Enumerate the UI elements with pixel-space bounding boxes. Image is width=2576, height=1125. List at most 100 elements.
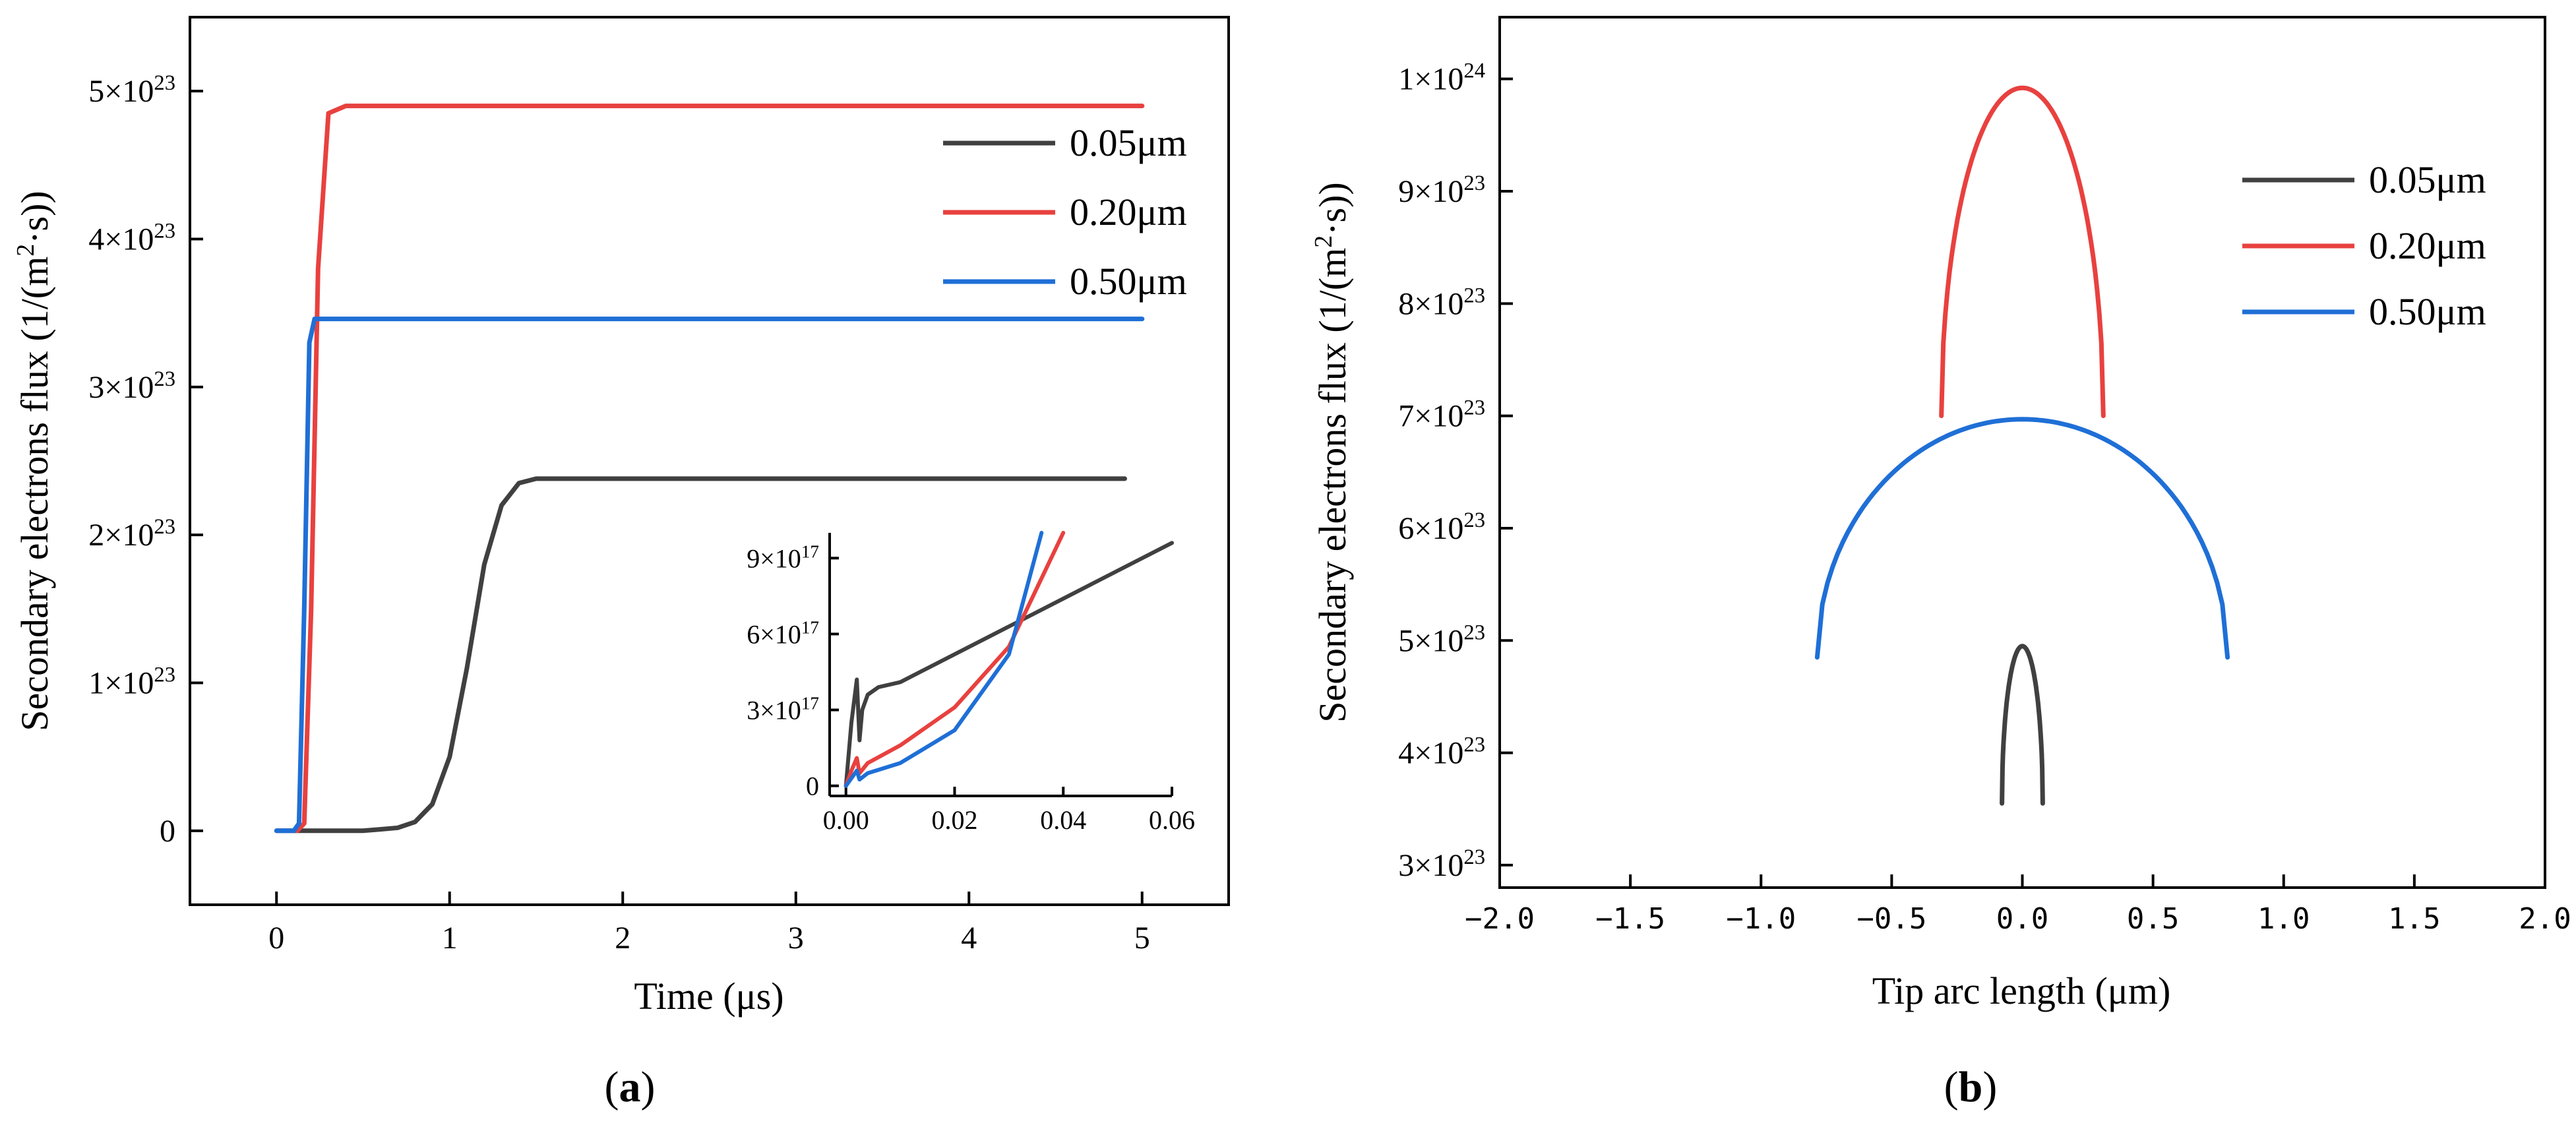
x-tick-label: −1.0: [1726, 902, 1796, 936]
inset-y-tick-label: 6×1017: [747, 617, 819, 649]
legend-label-0.50: 0.50μm: [2369, 290, 2486, 333]
panel-b-series-group: [1814, 85, 2230, 806]
y-tick-label-exponent: 23: [1463, 621, 1485, 644]
y-tick-label-exponent: 23: [1463, 733, 1485, 757]
y-tick-label-mantissa: 4×10: [1398, 736, 1463, 771]
y-tick-label-mantissa: 5×10: [88, 74, 154, 109]
inset-y-tick-label-mantissa: 9×10: [747, 543, 801, 573]
y-tick-label-exponent: 23: [1463, 845, 1485, 869]
panel-a-plot-frame: [189, 16, 1230, 906]
y-tick-label-mantissa: 7×10: [1398, 399, 1463, 434]
y-tick-label-mantissa: 4×10: [88, 222, 154, 257]
panel-b-x-axis-title: Tip arc length (μm): [1872, 969, 2171, 1012]
x-tick-label: 1: [442, 921, 458, 956]
x-tick-label: 0: [268, 921, 284, 956]
inset-y-tick-label-exponent: 17: [801, 694, 819, 714]
panel-b-chart: −2.0 −1.5 −1.0 −0.5 0.0 0.5 1.0 1.5 2.03×10234×1…: [1310, 16, 2571, 1111]
inset-x-tick-label: 0.06: [1149, 805, 1195, 835]
legend-label-0.20: 0.20μm: [1070, 191, 1187, 233]
inset-y-tick-label-mantissa: 3×10: [747, 696, 801, 725]
series-line-0.20: [295, 104, 1145, 834]
inset-y-tick-label: 3×1017: [747, 694, 819, 725]
x-tick-label: 0.5: [2127, 902, 2179, 936]
y-tick-label-mantissa: 8×10: [1398, 286, 1463, 321]
y-tick-label-exponent: 23: [154, 220, 175, 243]
series-line-0.20: [1939, 85, 2106, 419]
x-tick-label: 2.0: [2519, 902, 2571, 936]
legend-label-0.50: 0.50μm: [1070, 260, 1187, 303]
series-line-0.05: [2000, 644, 2045, 806]
y-tick-label-exponent: 23: [1463, 171, 1485, 195]
series-line-0.50: [1814, 417, 2230, 660]
inset-y-tick-label: 0: [806, 772, 819, 801]
panel-a-y-axis-title: Secondary electrons flux (1/(m2·s)): [12, 191, 56, 731]
y-tick-label: 1×1024: [1398, 59, 1485, 97]
y-tick-label: 1×1023: [88, 663, 175, 701]
x-tick-label: 4: [961, 921, 977, 956]
y-tick-label: 2×1023: [88, 515, 175, 553]
y-tick-label: 3×1023: [88, 367, 175, 405]
y-tick-label: 9×1023: [1398, 171, 1485, 209]
inset-y-tick-label-exponent: 17: [801, 541, 819, 561]
y-tick-label-exponent: 23: [154, 367, 175, 391]
panel-a-x-axis-title: Time (μs): [634, 975, 783, 1018]
x-tick-label: 1.0: [2257, 902, 2310, 936]
panel-b-plot-frame: [1498, 16, 2546, 889]
y-tick-label-exponent: 24: [1463, 59, 1485, 83]
panel-b-label: (b): [1944, 1063, 1998, 1111]
y-tick-label: 5×1023: [1398, 621, 1485, 658]
y-tick-label: 7×1023: [1398, 396, 1485, 434]
legend-label-0.20: 0.20μm: [2369, 224, 2486, 267]
y-tick-label-mantissa: 0: [160, 814, 175, 849]
inset-y-tick-label-exponent: 17: [801, 617, 819, 637]
inset-series-line-0.20: [843, 531, 1066, 788]
inset-y-tick-label-mantissa: 6×10: [747, 619, 801, 649]
inset-x-tick-label: 0.02: [931, 805, 977, 835]
inset-series-group: [843, 531, 1174, 788]
y-tick-label: 5×1023: [88, 71, 175, 109]
legend-label-0.05: 0.05μm: [2369, 158, 2486, 201]
inset-y-tick-label: 9×1017: [747, 541, 819, 573]
x-tick-label: 2: [615, 921, 630, 956]
y-tick-label-exponent: 23: [1463, 284, 1485, 307]
y-tick-label: 4×1023: [1398, 733, 1485, 771]
y-tick-label: 0: [160, 814, 175, 849]
y-tick-label-mantissa: 6×10: [1398, 511, 1463, 546]
y-tick-label-mantissa: 5×10: [1398, 623, 1463, 658]
x-tick-label: 5: [1134, 921, 1150, 956]
x-tick-label: 0.0: [1996, 902, 2048, 936]
y-tick-label-exponent: 23: [154, 515, 175, 539]
y-tick-label-mantissa: 3×10: [1398, 848, 1463, 883]
inset-x-tick-label: 0.00: [823, 805, 869, 835]
series-line-0.05: [274, 476, 1127, 834]
y-tick-label: 3×1023: [1398, 845, 1485, 883]
y-tick-label-mantissa: 1×10: [1398, 62, 1463, 97]
panel-b-ticks: −2.0 −1.5 −1.0 −0.5 0.0 0.5 1.0 1.5 2.03×10234×1…: [1398, 59, 2571, 936]
y-tick-label-mantissa: 9×10: [1398, 174, 1463, 209]
x-tick-label: −2.0: [1465, 902, 1535, 936]
panel-b-legend: 0.05μm 0.20μm 0.50μm: [2242, 158, 2486, 333]
x-tick-label: −0.5: [1856, 902, 1926, 936]
inset-series-line-0.05: [843, 541, 1174, 788]
legend-label-0.05: 0.05μm: [1070, 121, 1187, 164]
y-tick-label-exponent: 23: [1463, 508, 1485, 532]
inset-x-tick-label: 0.04: [1040, 805, 1086, 835]
x-tick-label: 1.5: [2388, 902, 2440, 936]
panel-a-legend: 0.05μm 0.20μm 0.50μm: [943, 121, 1187, 303]
y-tick-label-mantissa: 2×10: [88, 518, 154, 553]
y-tick-label-exponent: 23: [154, 71, 175, 95]
y-tick-label: 6×1023: [1398, 508, 1485, 546]
inset-series-line-0.50: [843, 531, 1044, 788]
series-line-0.50: [274, 317, 1145, 834]
y-tick-label: 4×1023: [88, 220, 175, 257]
inset-y-tick-label-mantissa: 0: [806, 772, 819, 801]
y-tick-label-mantissa: 1×10: [88, 666, 154, 701]
y-tick-label-exponent: 23: [1463, 396, 1485, 420]
y-tick-label: 8×1023: [1398, 284, 1485, 321]
x-tick-label: 3: [788, 921, 804, 956]
